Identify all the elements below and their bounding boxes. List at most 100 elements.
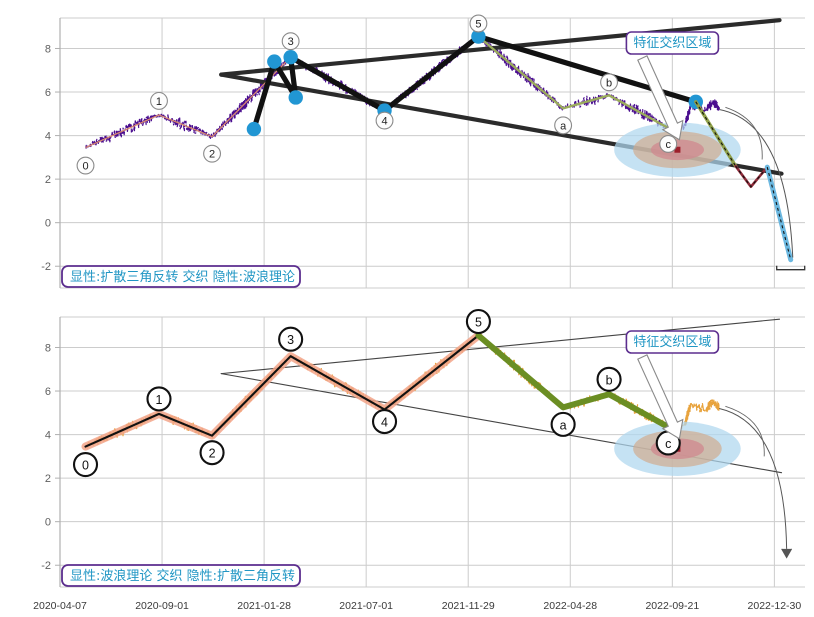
- x-tick-label: 2021-11-29: [442, 600, 495, 612]
- wave-label-text: a: [560, 418, 567, 432]
- target-bracket: [776, 265, 806, 271]
- projection-leg-green-dash: [695, 101, 737, 167]
- impulse-guide-line: [85, 56, 292, 149]
- y-tick-label: -2: [41, 261, 51, 273]
- projection-arc-inner: [725, 106, 763, 160]
- interweave-region: [614, 122, 741, 177]
- projection-leg-red-dash: [735, 165, 768, 188]
- wave-label-text: 1: [156, 393, 163, 407]
- projection-arc-inner: [725, 405, 765, 457]
- wave-label-text: 4: [381, 416, 388, 430]
- wave-label-circle: [469, 14, 488, 33]
- wave-label-circle: [371, 408, 398, 435]
- panel-caption: 显性:波浪理论 交织 隐性:扩散三角反转: [61, 564, 301, 587]
- panel-caption-box: [61, 564, 301, 587]
- bottom-chart-panel: 8 6 4 2 0 -2 0 1 2 3 4 5 a b c 特征交织区域显性:波浪理论 交织 隐性:扩散三角…: [0, 300, 814, 617]
- region-annotation: 特征交织区域: [625, 31, 720, 55]
- wave-label-circle: [199, 440, 225, 466]
- wave-label-circle: [465, 308, 491, 335]
- wave-label-circle: [600, 73, 619, 92]
- triangle-upper-line: [220, 318, 781, 375]
- wave-label-text: 3: [288, 36, 294, 48]
- wave-label-circle: [554, 116, 573, 135]
- y-tick-label: 6: [45, 386, 51, 398]
- y-tick-label: 6: [45, 87, 51, 99]
- panel-caption-text: 显性:扩散三角反转 交织 隐性:波浪理论: [70, 269, 295, 285]
- wave-label-circle: [203, 144, 222, 163]
- wave-labels: 0 1 2 3 4 5 a b c: [72, 308, 681, 478]
- x-tick-label: 2021-07-01: [339, 600, 393, 612]
- panel-caption-text: 显性:波浪理论 交织 隐性:扩散三角反转: [70, 568, 295, 584]
- wave-label-text: 0: [82, 161, 88, 173]
- wave-label-text: c: [665, 437, 671, 451]
- wave-label-circle: [375, 111, 394, 130]
- y-axis-ticks: 8 6 4 2 0 -2: [41, 342, 60, 572]
- y-tick-label: 4: [45, 131, 51, 143]
- wave-label-circle: [150, 91, 168, 110]
- x-axis-ticks: 2020-04-07 2020-09-01 2021-01-28 2021-07-01…: [33, 600, 801, 612]
- triangle-node-dot: [288, 90, 303, 105]
- x-tick-label: 2020-04-07: [33, 600, 87, 612]
- triangle-upper-line: [219, 18, 782, 77]
- corrective-abc-path: [475, 332, 672, 430]
- wave-label-circle: [659, 135, 678, 153]
- wave-label-text: a: [560, 120, 567, 132]
- wave-label-text: 5: [475, 19, 481, 31]
- wave-labels: 0 1 2 3 4 5 a b c: [76, 14, 678, 175]
- projection-arrow-head: [781, 548, 793, 559]
- wave-label-text: 3: [287, 333, 294, 347]
- y-tick-label: -2: [41, 560, 51, 572]
- projection-leg-blue-dash: [766, 167, 792, 260]
- wave-label-text: b: [606, 373, 613, 387]
- y-tick-label: 0: [45, 218, 51, 230]
- region-annotation-box: [625, 330, 720, 354]
- region-annotation-arrow: [637, 55, 684, 141]
- wave-label-text: 2: [209, 447, 216, 461]
- y-tick-label: 4: [45, 430, 51, 442]
- triangle-node-dot: [246, 121, 262, 137]
- wave-label-circle: [550, 411, 576, 437]
- wave-label-circle: [281, 32, 300, 51]
- region-annotation-box: [625, 31, 720, 55]
- wave-label-text: 2: [209, 149, 215, 161]
- y-tick-label: 2: [45, 473, 51, 485]
- projection-arc: [719, 407, 788, 549]
- triangle-node-dot: [267, 54, 282, 69]
- region-annotation-text: 特征交织区域: [633, 35, 711, 51]
- wave-label-circle: [146, 386, 172, 412]
- region-center-marker: [674, 146, 681, 153]
- wave-label-text: 1: [156, 96, 162, 108]
- x-tick-label: 2022-04-28: [543, 600, 597, 612]
- y-tick-label: 8: [45, 43, 51, 55]
- wave-label-circle: [278, 326, 304, 352]
- wave-label-circle: [72, 452, 99, 478]
- wave-label-circle: [76, 156, 95, 175]
- panel-caption: 显性:扩散三角反转 交织 隐性:波浪理论: [61, 265, 301, 288]
- wave-label-text: c: [665, 139, 671, 151]
- x-tick-label: 2022-12-30: [748, 600, 802, 612]
- y-axis-ticks: 8 6 4 2 0 -2: [41, 43, 60, 273]
- projection-arc: [719, 108, 794, 258]
- panel-caption-box: [61, 265, 301, 288]
- top-chart-panel: 8 6 4 2 0 -2 0 1 2 3 4 5 a b c 特征交织区域 显性:扩散三角反转 交织 隐性:波浪…: [0, 0, 814, 300]
- region-annotation: 特征交织区域: [625, 330, 720, 354]
- corrective-abc-path: [477, 35, 669, 130]
- x-tick-label: 2021-01-28: [237, 600, 291, 612]
- projection-legs: [694, 100, 794, 263]
- y-tick-label: 0: [45, 517, 51, 529]
- region-annotation-text: 特征交织区域: [633, 334, 711, 350]
- wave-label-text: b: [606, 77, 612, 89]
- wave-label-circle: [596, 366, 622, 392]
- wave-label-text: 5: [475, 316, 482, 330]
- x-tick-label: 2022-09-21: [645, 600, 699, 612]
- impulse-line: [84, 334, 480, 448]
- x-tick-label: 2020-09-01: [135, 600, 189, 612]
- y-tick-label: 2: [45, 174, 51, 186]
- triangle-node-dot: [283, 49, 298, 65]
- triangle-node-dot: [471, 29, 486, 44]
- wave-label-text: 0: [82, 459, 89, 473]
- y-tick-label: 8: [45, 342, 51, 354]
